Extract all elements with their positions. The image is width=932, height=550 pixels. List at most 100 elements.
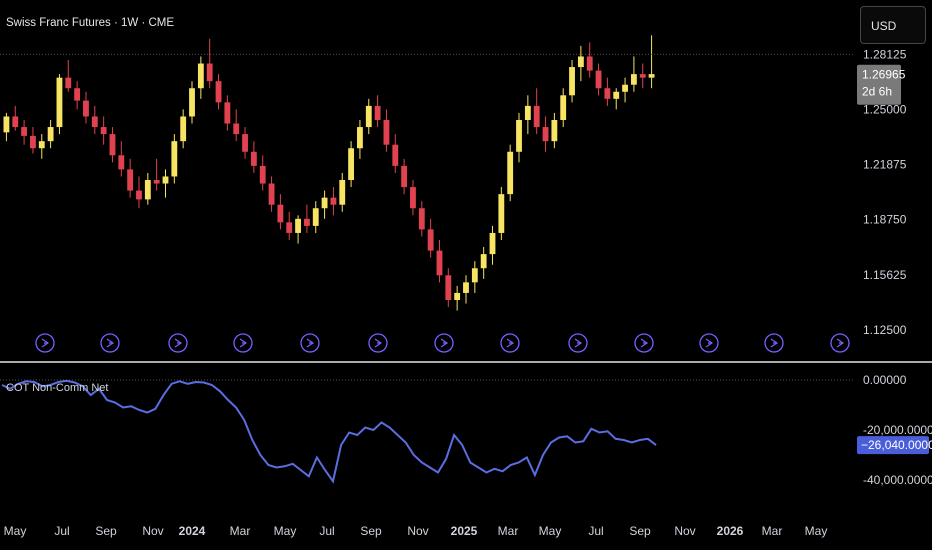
price-tick-label: 1.12500 (863, 323, 907, 337)
event-marker-glyph (106, 338, 115, 348)
event-marker-ring (434, 333, 454, 353)
candle-body (595, 70, 602, 89)
candle-body (153, 180, 160, 184)
candle-body (604, 88, 611, 99)
candle-body (374, 105, 381, 120)
indicator-title: COT Non-Comm Net (6, 382, 109, 394)
candle-body (427, 229, 434, 251)
candle-body (533, 105, 540, 128)
candle-body (65, 77, 72, 89)
time-axis-label: Nov (407, 524, 428, 538)
cot-line (1, 379, 657, 484)
candle-body (551, 120, 558, 142)
candle-body (639, 74, 646, 78)
event-marker-glyph (440, 338, 449, 348)
event-marker-glyph (770, 338, 779, 348)
candle-body (471, 268, 478, 283)
candle-body (242, 134, 248, 152)
candle-body (118, 155, 125, 170)
candle-body (127, 169, 134, 191)
event-marker-glyph (174, 338, 183, 348)
candle-body (365, 105, 372, 128)
price-axis: 1.28125 1.25000 1.21875 1.18750 1.15625 1.125… (863, 47, 907, 337)
event-marker-icon (568, 333, 588, 353)
candle-body (162, 176, 169, 184)
candle-body (321, 197, 328, 209)
candle-body (586, 56, 593, 71)
candle-body (648, 74, 655, 78)
candle-body (542, 127, 549, 142)
candle-body (268, 183, 275, 205)
event-marker-glyph (574, 338, 583, 348)
candle-body (613, 91, 620, 99)
event-marker-ring (168, 333, 188, 353)
time-axis-label: 2025 (451, 524, 478, 538)
candle-body (418, 208, 425, 230)
time-axis-label: May (4, 524, 27, 538)
price-tick-label: 1.28125 (863, 47, 907, 61)
candle-body (454, 292, 461, 300)
event-marker-icon (100, 333, 120, 353)
candle-body (383, 120, 390, 145)
candle-body (12, 116, 19, 128)
candle-body (30, 135, 36, 149)
time-axis-label: 2024 (179, 524, 206, 538)
last-price-badge (857, 64, 901, 105)
event-marker-glyph (374, 338, 383, 348)
candle-body (392, 144, 399, 166)
event-marker-icon (434, 333, 454, 353)
candle-body (507, 151, 514, 195)
event-marker-glyph (836, 338, 845, 348)
candle-body (357, 127, 363, 149)
candle-body (197, 63, 204, 89)
event-marker-glyph (306, 338, 315, 348)
event-marker-glyph (239, 338, 248, 348)
price-tick-label: 1.18750 (863, 213, 907, 227)
indicator-tick-label: -20,000.00000 (863, 423, 932, 437)
indicator-last-badge-label: −26,040.00000 (861, 438, 932, 452)
candle-body (339, 180, 346, 205)
event-marker-ring (368, 333, 388, 353)
candle-body (56, 77, 63, 128)
event-marker-ring (830, 333, 850, 353)
candle-body (136, 190, 142, 200)
candle-body (47, 127, 54, 142)
event-marker-ring (233, 333, 253, 353)
candle-body (410, 187, 416, 209)
event-marker-ring (764, 333, 784, 353)
candle-body (250, 151, 257, 166)
last-price-badge-label: 1.26965 (862, 68, 906, 82)
candle-body (463, 282, 469, 293)
event-marker-icon (634, 333, 654, 353)
candle-body (577, 56, 584, 68)
candle-body (91, 116, 98, 128)
event-marker-glyph (640, 338, 649, 348)
time-axis-label: May (274, 524, 297, 538)
candle-body (3, 116, 10, 133)
time-axis-label: May (539, 524, 562, 538)
candle-body (171, 141, 178, 177)
candle-body (436, 250, 443, 276)
time-axis-label: Jul (54, 524, 69, 538)
event-marker-ring (634, 333, 654, 353)
event-marker-icon (764, 333, 784, 353)
candle-body (144, 180, 151, 200)
candle-body (180, 116, 187, 142)
candle-body (259, 165, 266, 184)
candle-body (569, 67, 575, 96)
symbol-title: Swiss Franc Futures · 1W · CME (6, 17, 175, 29)
event-markers (35, 333, 850, 353)
time-axis-label: Jul (588, 524, 603, 538)
event-marker-icon (830, 333, 850, 353)
candle-body (100, 127, 107, 135)
candle-body (348, 148, 355, 180)
candlestick-series (3, 35, 655, 311)
candle-body (83, 100, 89, 117)
currency-button[interactable]: USD (860, 6, 926, 44)
time-axis-label: Nov (142, 524, 163, 538)
candle-body (233, 123, 240, 135)
event-marker-icon (300, 333, 320, 353)
countdown-badge-label: 2d 6h (862, 85, 892, 99)
candle-body (286, 222, 293, 233)
